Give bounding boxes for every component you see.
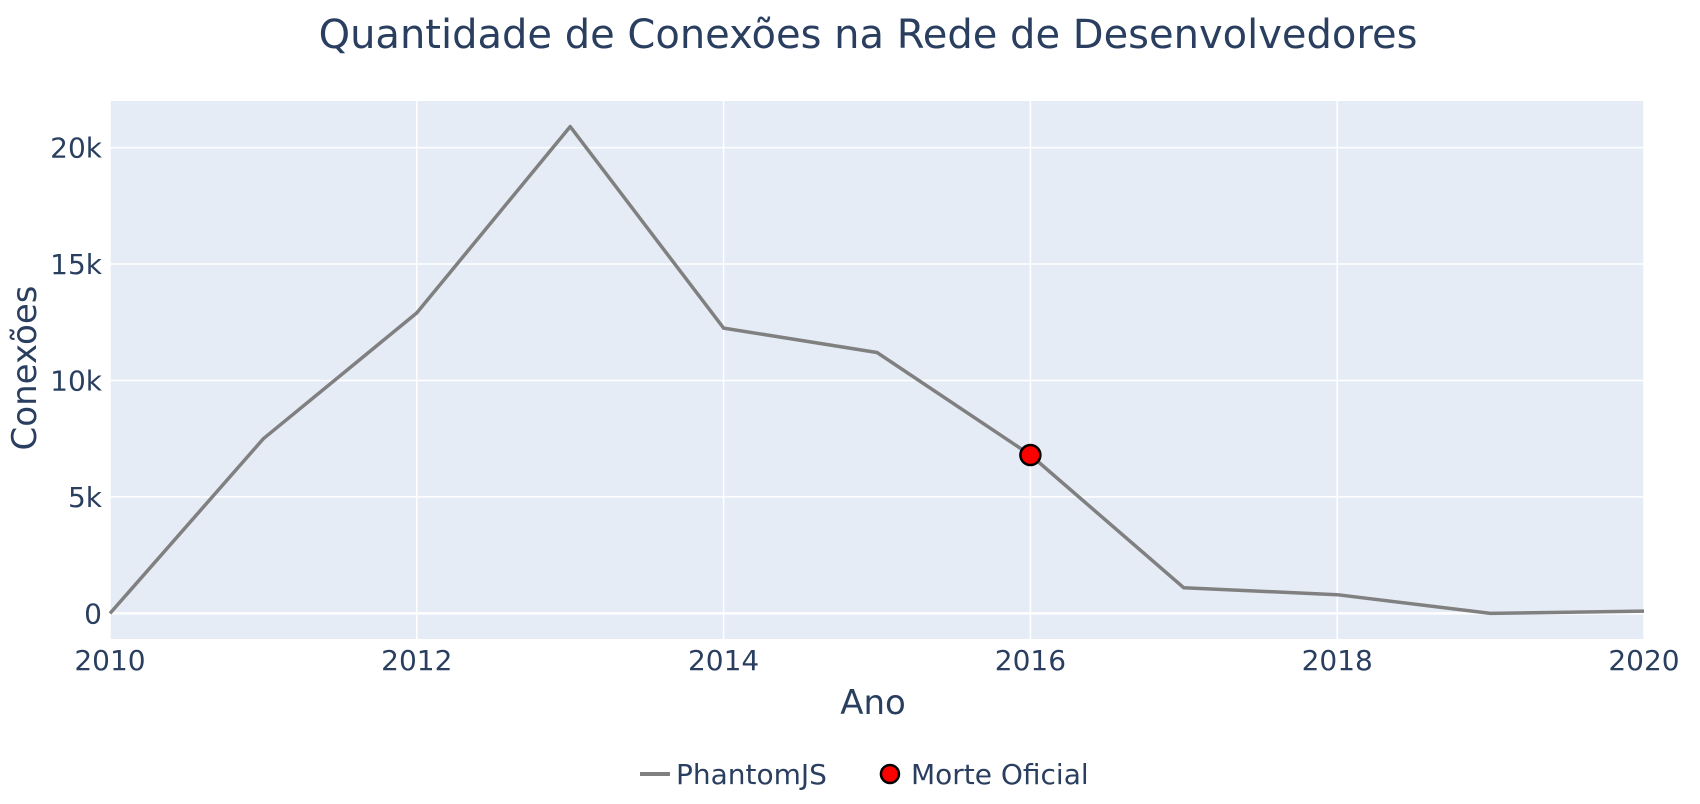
y-tick-label: 20k — [50, 132, 103, 165]
y-axis-title: Conexões — [5, 286, 45, 451]
chart-title: Quantidade de Conexões na Rede de Desenv… — [319, 12, 1418, 58]
legend[interactable]: PhantomJS Morte Oficial — [640, 758, 1089, 791]
x-tick-label: 2020 — [1608, 644, 1679, 677]
x-axis-title: Ano — [840, 683, 906, 723]
y-tick-label: 15k — [50, 248, 103, 281]
series-layer — [108, 124, 1645, 616]
legend-item[interactable]: PhantomJS — [640, 758, 827, 791]
legend-label: Morte Oficial — [911, 758, 1089, 791]
series-line-phantomjs — [108, 124, 1645, 616]
y-tick-label: 10k — [50, 364, 103, 397]
legend-label: PhantomJS — [676, 758, 827, 791]
legend-marker-swatch — [879, 763, 901, 785]
plot-area — [110, 101, 1644, 639]
x-tick-label: 2010 — [74, 644, 145, 677]
x-tick-label: 2018 — [1302, 644, 1373, 677]
x-tick-label: 2016 — [995, 644, 1066, 677]
data-point-morte-oficial — [1019, 443, 1042, 467]
x-tick-label: 2014 — [688, 644, 759, 677]
x-tick-label: 2012 — [381, 644, 452, 677]
grid-lines — [109, 101, 1645, 639]
legend-item[interactable]: Morte Oficial — [879, 758, 1089, 791]
y-axis-ticks: 0 5k 10k 15k 20k — [50, 132, 103, 631]
x-axis-ticks: 2010 2012 2014 2016 2018 2020 — [74, 644, 1679, 677]
y-tick-label: 0 — [84, 597, 102, 630]
y-tick-label: 5k — [68, 481, 103, 514]
